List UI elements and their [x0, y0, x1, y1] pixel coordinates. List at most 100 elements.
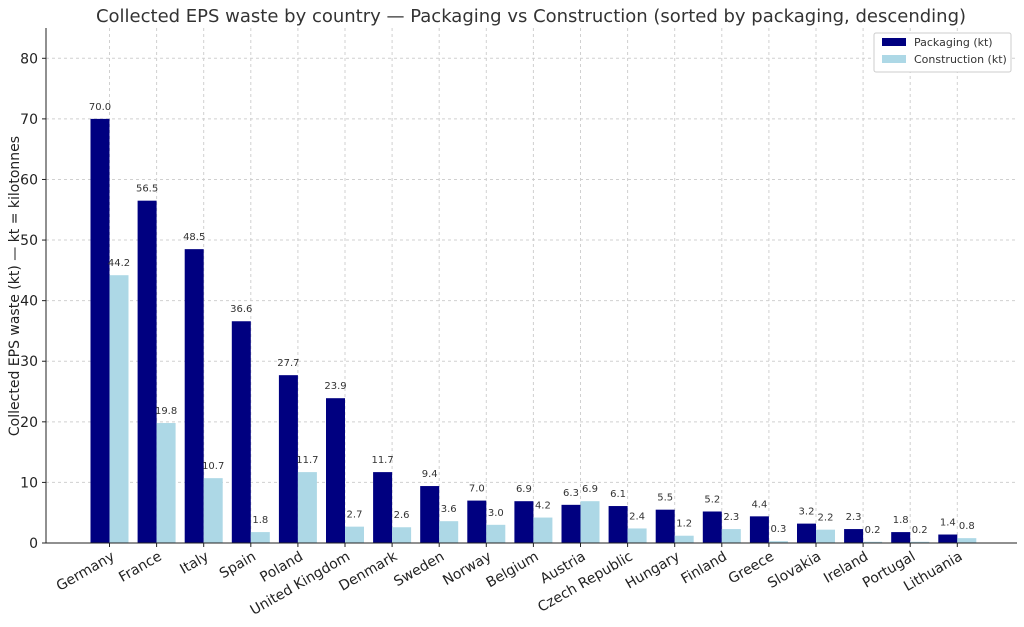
- value-label-construction: 0.8: [959, 521, 975, 532]
- bar-packaging: [891, 532, 911, 543]
- bar-packaging: [420, 486, 440, 543]
- y-tick-label: 10: [20, 475, 38, 491]
- value-label-construction: 3.0: [488, 508, 504, 519]
- value-label-construction: 2.4: [629, 511, 645, 522]
- bar-packaging: [278, 375, 298, 543]
- value-label-construction: 0.2: [865, 525, 881, 536]
- axes: [45, 28, 1017, 544]
- y-tick-label: 40: [20, 294, 38, 310]
- bar-packaging: [749, 516, 769, 543]
- legend-box: [873, 32, 1012, 73]
- bar-packaging: [467, 500, 487, 543]
- bar-packaging: [797, 523, 816, 543]
- y-axis-label: Collected EPS waste (kt) — kt = kilotonn…: [7, 136, 23, 436]
- bar-construction: [156, 423, 176, 543]
- bar-construction: [486, 524, 506, 543]
- x-tick-label: Spain: [217, 549, 259, 582]
- value-label-construction: 19.8: [155, 406, 177, 417]
- x-tick-label: Belgium: [484, 549, 542, 592]
- bar-packaging: [90, 118, 110, 543]
- bar-construction: [957, 538, 977, 543]
- bar-construction: [816, 529, 835, 543]
- bar-construction: [297, 472, 317, 543]
- bar-construction: [580, 501, 600, 543]
- bar-construction: [203, 478, 223, 543]
- chart-title: Collected EPS waste by country — Packagi…: [96, 6, 966, 27]
- legend: Packaging (kt) Construction (kt): [873, 32, 1012, 73]
- x-tick-label: Slovakia: [765, 549, 824, 592]
- value-labels: 70.0 44.2 56.5 19.8 48.5 10.7 36.6 1.8 27.7 11.7 2…: [89, 102, 975, 536]
- bar-construction: [392, 527, 412, 543]
- bar-packaging: [326, 398, 345, 543]
- value-label-construction: 0.3: [770, 524, 786, 535]
- value-label-packaging: 6.3: [563, 488, 579, 499]
- bars: [90, 118, 977, 544]
- legend-swatch-construction: [882, 55, 906, 63]
- value-label-packaging: 11.7: [371, 455, 393, 466]
- value-label-packaging: 5.2: [704, 494, 720, 505]
- x-tick-label: Finland: [678, 549, 729, 588]
- bar-packaging: [702, 511, 722, 543]
- bar-construction: [345, 526, 364, 543]
- value-label-construction: 1.2: [676, 519, 692, 530]
- y-tick-label: 60: [20, 172, 38, 188]
- value-label-construction: 10.7: [202, 461, 224, 472]
- value-label-packaging: 70.0: [89, 102, 111, 113]
- bar-packaging: [561, 504, 581, 543]
- bar-construction: [109, 275, 129, 543]
- bar-packaging: [231, 321, 251, 543]
- value-label-packaging: 1.8: [893, 515, 909, 526]
- y-tick-label: 20: [20, 415, 38, 431]
- value-label-packaging: 6.1: [610, 489, 626, 500]
- bar-construction: [674, 535, 694, 543]
- value-label-construction: 4.2: [535, 501, 551, 512]
- bar-packaging: [938, 534, 958, 543]
- legend-swatch-packaging: [882, 38, 906, 46]
- legend-label-packaging: Packaging (kt): [914, 36, 993, 49]
- value-label-construction: 1.8: [252, 515, 268, 526]
- value-label-construction: 11.7: [296, 455, 318, 466]
- value-label-construction: 0.2: [912, 525, 928, 536]
- x-tick-label: Hungary: [623, 549, 683, 593]
- value-label-construction: 44.2: [108, 258, 130, 269]
- x-tick-label: Italy: [177, 549, 211, 578]
- legend-label-construction: Construction (kt): [914, 53, 1007, 66]
- value-label-construction: 3.6: [441, 504, 457, 515]
- value-label-packaging: 6.9: [516, 484, 532, 495]
- value-label-construction: 2.2: [818, 513, 834, 524]
- x-tick-label: France: [116, 549, 164, 586]
- value-label-packaging: 9.4: [422, 469, 438, 480]
- bar-construction: [439, 521, 459, 543]
- y-tick-labels: 0 10 20 30 40 50 60 70 80: [20, 51, 46, 552]
- value-label-packaging: 36.6: [230, 304, 252, 315]
- value-label-packaging: 56.5: [136, 184, 158, 195]
- bar-packaging: [373, 472, 393, 543]
- bar-construction: [910, 541, 930, 543]
- y-tick-label: 50: [20, 233, 38, 249]
- value-label-construction: 2.7: [347, 510, 363, 521]
- value-label-construction: 6.9: [582, 484, 598, 495]
- y-tick-label: 0: [29, 536, 38, 552]
- bar-construction: [250, 532, 270, 543]
- y-tick-label: 80: [20, 51, 38, 67]
- value-label-construction: 2.6: [394, 510, 410, 521]
- bar-construction: [768, 541, 788, 543]
- value-label-packaging: 7.0: [469, 484, 485, 495]
- value-label-packaging: 5.5: [657, 493, 673, 504]
- bar-packaging: [655, 509, 675, 543]
- bar-construction: [627, 528, 647, 543]
- x-tick-label: Sweden: [391, 549, 447, 591]
- value-label-packaging: 23.9: [324, 381, 346, 392]
- bar-construction: [863, 541, 883, 543]
- bar-packaging: [844, 529, 864, 543]
- bar-packaging: [608, 506, 628, 543]
- value-label-construction: 2.3: [723, 512, 739, 523]
- y-tick-label: 70: [20, 112, 38, 128]
- grid-lines: [46, 28, 1017, 543]
- value-label-packaging: 3.2: [799, 507, 815, 518]
- bar-construction: [533, 517, 553, 543]
- value-label-packaging: 27.7: [277, 358, 299, 369]
- bar-packaging: [184, 249, 204, 543]
